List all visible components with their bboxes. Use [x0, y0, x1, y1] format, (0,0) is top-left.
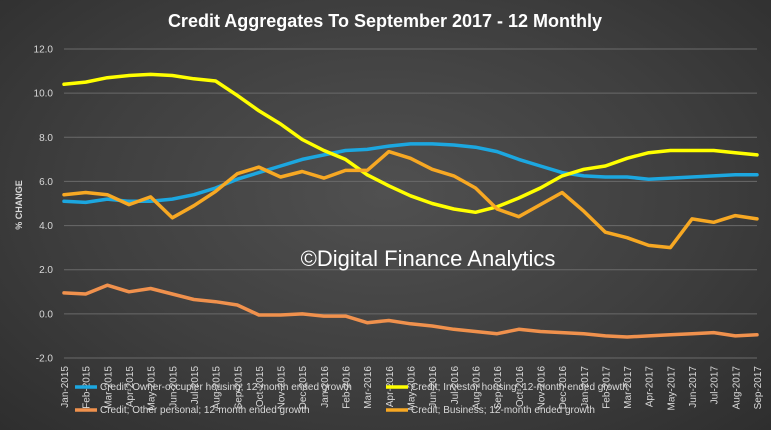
x-tick-label: Aug-2015 [212, 366, 223, 410]
x-tick-label: Feb-2016 [342, 366, 353, 409]
legend-label-3: Credit; Business; 12-month ended growth [411, 405, 595, 416]
x-tick-label: Jul-2017 [710, 366, 721, 405]
y-tick-label: 12.0 [34, 45, 54, 56]
x-tick-label: Feb-2017 [601, 366, 612, 409]
x-tick-label: Jan-2015 [60, 366, 71, 408]
series-line-0 [62, 142, 759, 205]
x-tick-label: Sep-2016 [493, 366, 504, 410]
x-tick-label: Oct-2015 [255, 366, 266, 408]
x-tick-label: Jun-2015 [168, 366, 179, 408]
x-tick-label: Dec-2015 [298, 366, 309, 410]
x-tick-label: Oct-2016 [515, 366, 526, 408]
chart-title: Credit Aggregates To September 2017 - 12… [168, 11, 602, 31]
x-tick-label: Jan-2017 [580, 366, 591, 408]
x-tick-label: Nov-2016 [536, 366, 547, 410]
x-axis-ticks: Jan-2015Feb-2015Mar-2015Apr-2015May-2015… [60, 366, 764, 411]
series-line-2 [62, 283, 759, 339]
x-tick-label: Aug-2017 [731, 366, 742, 410]
y-tick-label: 8.0 [39, 133, 53, 144]
x-tick-label: Apr-2015 [125, 366, 136, 408]
x-tick-label: Jul-2016 [450, 366, 461, 405]
x-tick-label: May-2016 [407, 366, 418, 411]
x-tick-label: May-2017 [666, 366, 677, 411]
y-tick-label: 4.0 [39, 221, 53, 232]
legend-label-2: Credit; Other personal; 12-month ended g… [100, 405, 310, 416]
x-tick-label: Sep-2015 [233, 366, 244, 410]
legend: Credit; Owner-occupier housing; 12-month… [75, 382, 628, 416]
x-tick-label: Mar-2016 [363, 366, 374, 409]
y-tick-label: 10.0 [34, 89, 54, 100]
y-axis-label: % CHANGE [14, 180, 24, 230]
y-axis-ticks: -2.0 0.0 2.0 4.0 6.0 8.0 10.0 12.0 [34, 45, 54, 365]
x-tick-label: May-2015 [147, 366, 158, 411]
x-tick-label: Dec-2016 [558, 366, 569, 410]
series-lines [62, 72, 759, 339]
legend-label-0: Credit; Owner-occupier housing; 12-month… [100, 382, 352, 393]
x-tick-label: Aug-2016 [471, 366, 482, 410]
legend-label-1: Credit; Investor housing; 12-month ended… [411, 382, 628, 393]
watermark-text: ©Digital Finance Analytics [301, 246, 556, 271]
x-tick-label: Jun-2016 [428, 366, 439, 408]
series-line-3 [62, 149, 759, 250]
x-tick-label: Jun-2017 [688, 366, 699, 408]
x-tick-label: Sep-2017 [753, 366, 764, 410]
y-tick-label: -2.0 [36, 354, 54, 365]
x-tick-label: Jul-2015 [190, 366, 201, 405]
y-tick-label: 0.0 [39, 309, 53, 320]
gridlines [64, 48, 757, 359]
x-tick-label: Nov-2015 [277, 366, 288, 410]
y-tick-label: 2.0 [39, 265, 53, 276]
series-line-1 [62, 72, 759, 215]
y-tick-label: 6.0 [39, 177, 53, 188]
x-tick-label: Mar-2015 [103, 366, 114, 409]
x-tick-label: Apr-2017 [645, 366, 656, 408]
x-tick-label: Mar-2017 [623, 366, 634, 409]
x-tick-label: Jan-2016 [320, 366, 331, 408]
